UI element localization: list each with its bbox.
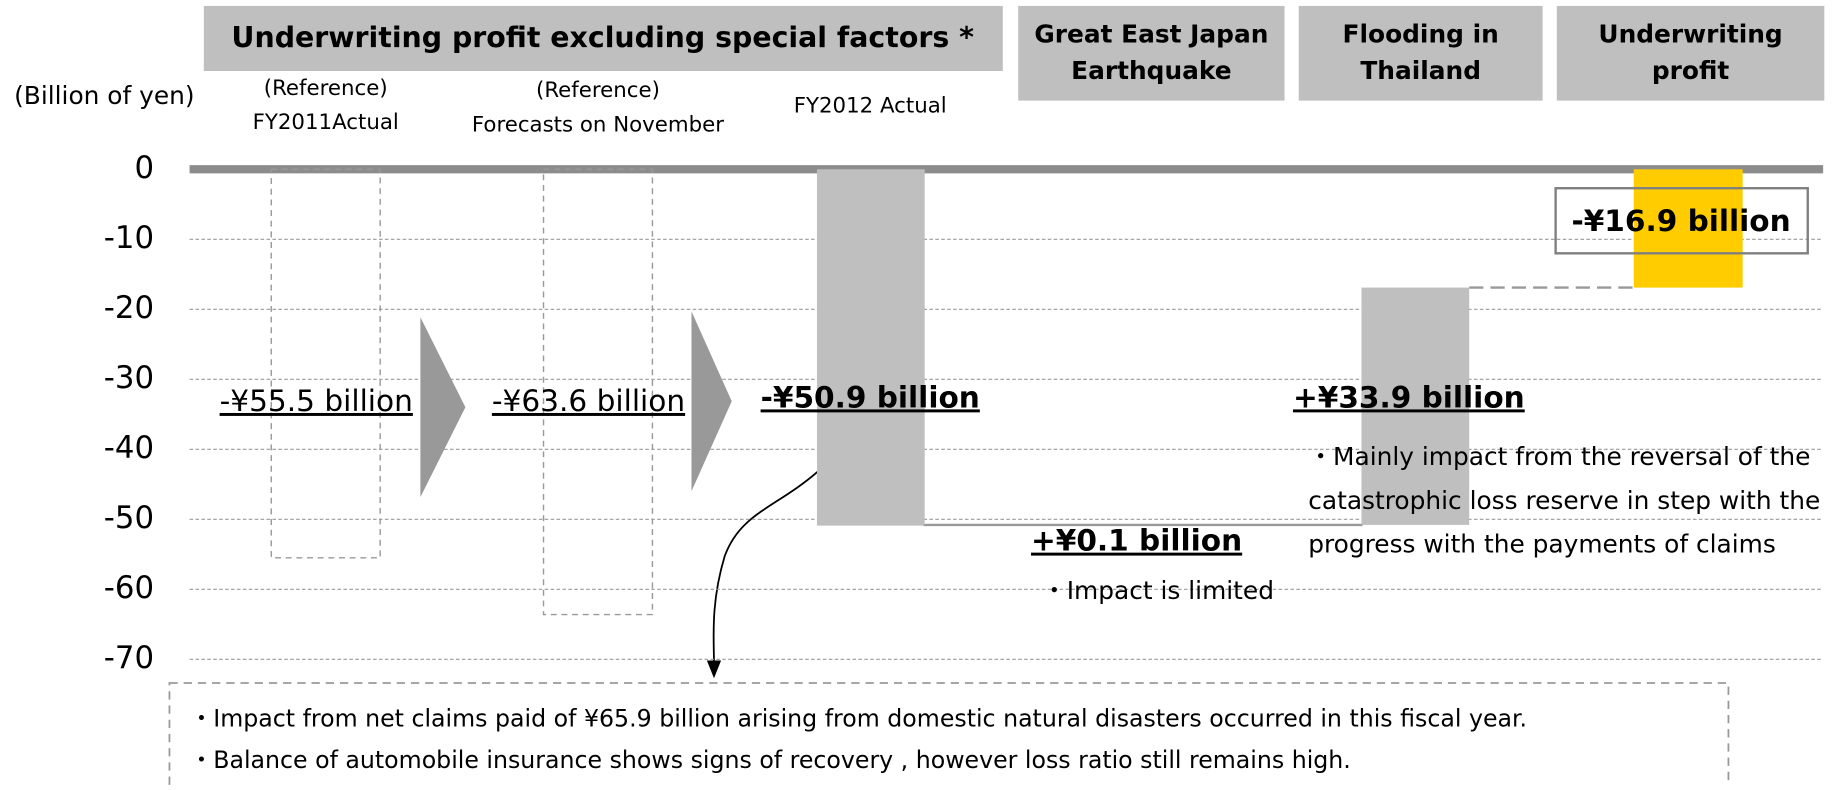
annotation-line: progress with the payments of claims: [1308, 530, 1776, 559]
y-tick-label: 0: [134, 150, 154, 186]
value-label: -¥63.6 billion: [492, 384, 685, 418]
category-label-line: FY2012 Actual: [794, 94, 947, 119]
arrow: [420, 317, 465, 497]
y-tick-label: -50: [104, 500, 154, 536]
bar: [271, 169, 380, 558]
group-header: Underwriting profit excluding special fa…: [231, 21, 974, 54]
y-tick-label: -60: [104, 570, 154, 606]
y-tick-label: -30: [104, 360, 154, 396]
annotation-line: ・Impact is limited: [1042, 576, 1274, 605]
category-label: (Reference) FY2011Actual: [253, 76, 399, 135]
header-line: Flooding in: [1343, 20, 1499, 49]
note-line: ・Balance of automobile insurance shows s…: [190, 746, 1351, 774]
arrow: [691, 311, 731, 491]
value-label: -¥16.9 billion: [1571, 204, 1790, 238]
category-label-line: Forecasts on November: [472, 112, 724, 137]
y-tick-label: -20: [104, 290, 154, 326]
note-line: ・Impact from net claims paid of ¥65.9 bi…: [190, 704, 1528, 732]
value-label: -¥50.9 billion: [761, 380, 980, 414]
value-label: -¥55.5 billion: [220, 384, 413, 418]
header-line: profit: [1652, 56, 1730, 85]
header-line: Thailand: [1360, 56, 1481, 85]
annotation: ・Mainly impact from the reversal of the c…: [1308, 442, 1820, 559]
category-label-line: FY2011Actual: [253, 110, 399, 135]
bar: [817, 169, 925, 525]
annotation-line: catastrophic loss reserve in step with t…: [1308, 486, 1820, 515]
y-tick-label: -10: [104, 220, 154, 256]
callout-arrow-head: [707, 661, 721, 679]
header-line: Great East Japan: [1034, 20, 1268, 49]
value-label: +¥0.1 billion: [1031, 524, 1242, 558]
y-tick-label: -70: [104, 640, 154, 676]
annotation-line: ・Mainly impact from the reversal of the: [1308, 442, 1810, 471]
category-label-line: (Reference): [264, 76, 388, 101]
header-line: Earthquake: [1071, 56, 1232, 85]
category-label: (Reference) Forecasts on November: [472, 78, 724, 137]
y-axis-label: (Billion of yen): [14, 81, 194, 110]
y-tick-label: -40: [104, 430, 154, 466]
category-label-line: (Reference): [536, 78, 660, 103]
value-label: +¥33.9 billion: [1293, 380, 1525, 414]
header-line: Underwriting: [1598, 20, 1782, 49]
annotation: ・Impact is limited: [1042, 576, 1274, 605]
category-label: FY2012 Actual: [794, 94, 947, 119]
note: ・Impact from net claims paid of ¥65.9 bi…: [190, 704, 1528, 773]
